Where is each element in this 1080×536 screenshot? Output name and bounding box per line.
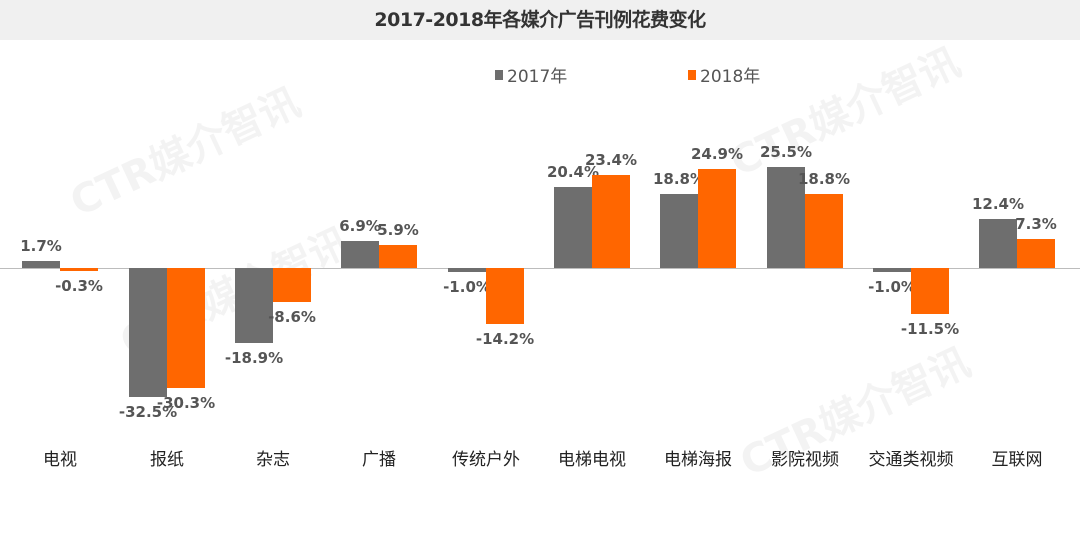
data-label: -8.6% — [268, 308, 316, 327]
bar-2017 — [767, 167, 805, 268]
category-label: 电视 — [43, 450, 77, 470]
chart-title: 2017-2018年各媒介广告刊例花费变化 — [374, 9, 706, 31]
bar-2017 — [22, 261, 60, 268]
data-label: 24.9% — [690, 145, 744, 164]
data-label: -1.0% — [443, 277, 491, 296]
bar-2017 — [554, 187, 592, 268]
category-label: 报纸 — [150, 450, 184, 470]
data-label: 5.9% — [377, 220, 419, 239]
data-label: -14.2% — [475, 330, 535, 349]
bar-2017 — [660, 193, 698, 268]
bar-2017 — [235, 268, 273, 343]
data-label: -32.5% — [118, 402, 178, 421]
data-label: -11.5% — [900, 319, 960, 338]
category-label: 杂志 — [256, 450, 290, 470]
data-label: 25.5% — [759, 143, 813, 162]
category-label: 交通类视频 — [868, 450, 954, 470]
legend-swatch-2018 — [688, 69, 696, 80]
bar-2017 — [873, 268, 911, 272]
bar-2017 — [129, 268, 167, 397]
legend-label-2018: 2018年 — [700, 67, 761, 87]
category-label: 传统户外 — [452, 450, 520, 470]
category-label: 互联网 — [991, 450, 1043, 470]
bar-2018 — [379, 244, 417, 268]
data-label: -0.3% — [55, 277, 103, 295]
zero-baseline — [0, 268, 1080, 269]
data-label: 6.9% — [339, 216, 381, 235]
bar-2018 — [698, 169, 736, 268]
legend-label-2017: 2017年 — [507, 67, 568, 87]
category-label: 广播 — [362, 450, 396, 470]
chart-title-bar: 2017-2018年各媒介广告刊例花费变化 — [0, 0, 1080, 40]
legend-swatch-2017 — [495, 69, 503, 80]
watermark: CTR媒介智讯 — [63, 79, 308, 226]
bar-2018 — [486, 268, 524, 325]
bar-2018 — [911, 268, 949, 314]
legend-item-2018: 2018年 — [688, 62, 760, 87]
bar-2017 — [341, 240, 379, 268]
data-label: 12.4% — [971, 194, 1025, 213]
data-label: 20.4% — [546, 163, 600, 182]
data-label: 18.8% — [652, 169, 706, 188]
legend-item-2017: 2017年 — [495, 62, 567, 87]
bar-2017 — [979, 218, 1017, 268]
data-label: 7.3% — [1015, 215, 1057, 234]
category-label: 电梯海报 — [664, 450, 732, 470]
bar-2018 — [805, 193, 843, 268]
data-label: -18.9% — [224, 348, 284, 367]
category-label: 影院视频 — [771, 450, 839, 470]
bar-2018 — [273, 268, 311, 303]
bar-2018 — [167, 268, 205, 388]
data-label: 23.4% — [584, 151, 638, 170]
bar-2017 — [448, 268, 486, 272]
watermark: CTR媒介智讯 — [723, 39, 968, 186]
data-label: -1.0% — [868, 277, 916, 296]
bar-2018 — [60, 268, 98, 271]
data-label: 18.8% — [797, 169, 851, 188]
category-label: 电梯电视 — [558, 450, 626, 470]
data-label: -30.3% — [156, 393, 216, 412]
data-label: 1.7% — [20, 237, 62, 256]
bar-2018 — [592, 175, 630, 268]
bar-2018 — [1017, 239, 1055, 268]
